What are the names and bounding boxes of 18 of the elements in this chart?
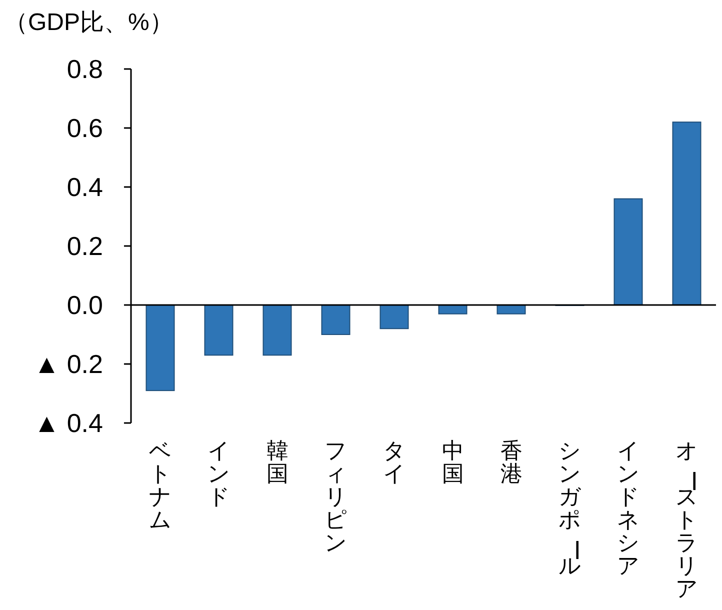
y-tick-label: 0.0 bbox=[66, 290, 103, 320]
y-tick-label: 0.6 bbox=[66, 113, 103, 143]
y-tick-label: 0.4 bbox=[66, 172, 103, 202]
y-tick-label: ▲ 0.2 bbox=[34, 349, 103, 379]
x-tick-label: フィリピン bbox=[324, 438, 348, 555]
x-tick-label: 香港 bbox=[500, 438, 522, 486]
x-tick-label: 韓国 bbox=[266, 438, 288, 486]
y-axis-title: （GDP比、%） bbox=[4, 9, 174, 36]
y-tick-label: 0.8 bbox=[66, 54, 103, 84]
y-tick-label: ▲ 0.4 bbox=[34, 408, 103, 438]
x-tick-label: インドネシア bbox=[616, 438, 640, 578]
x-tick-label: インド bbox=[207, 438, 230, 509]
x-tick-label: タイ bbox=[382, 438, 406, 486]
x-tick-label: オーストラリア bbox=[675, 438, 706, 601]
y-tick-label: 0.2 bbox=[66, 231, 103, 261]
x-tick-label: シンガポール bbox=[558, 438, 589, 578]
x-tick-label: 中国 bbox=[442, 438, 464, 486]
x-tick-label: ベトナム bbox=[148, 438, 172, 532]
